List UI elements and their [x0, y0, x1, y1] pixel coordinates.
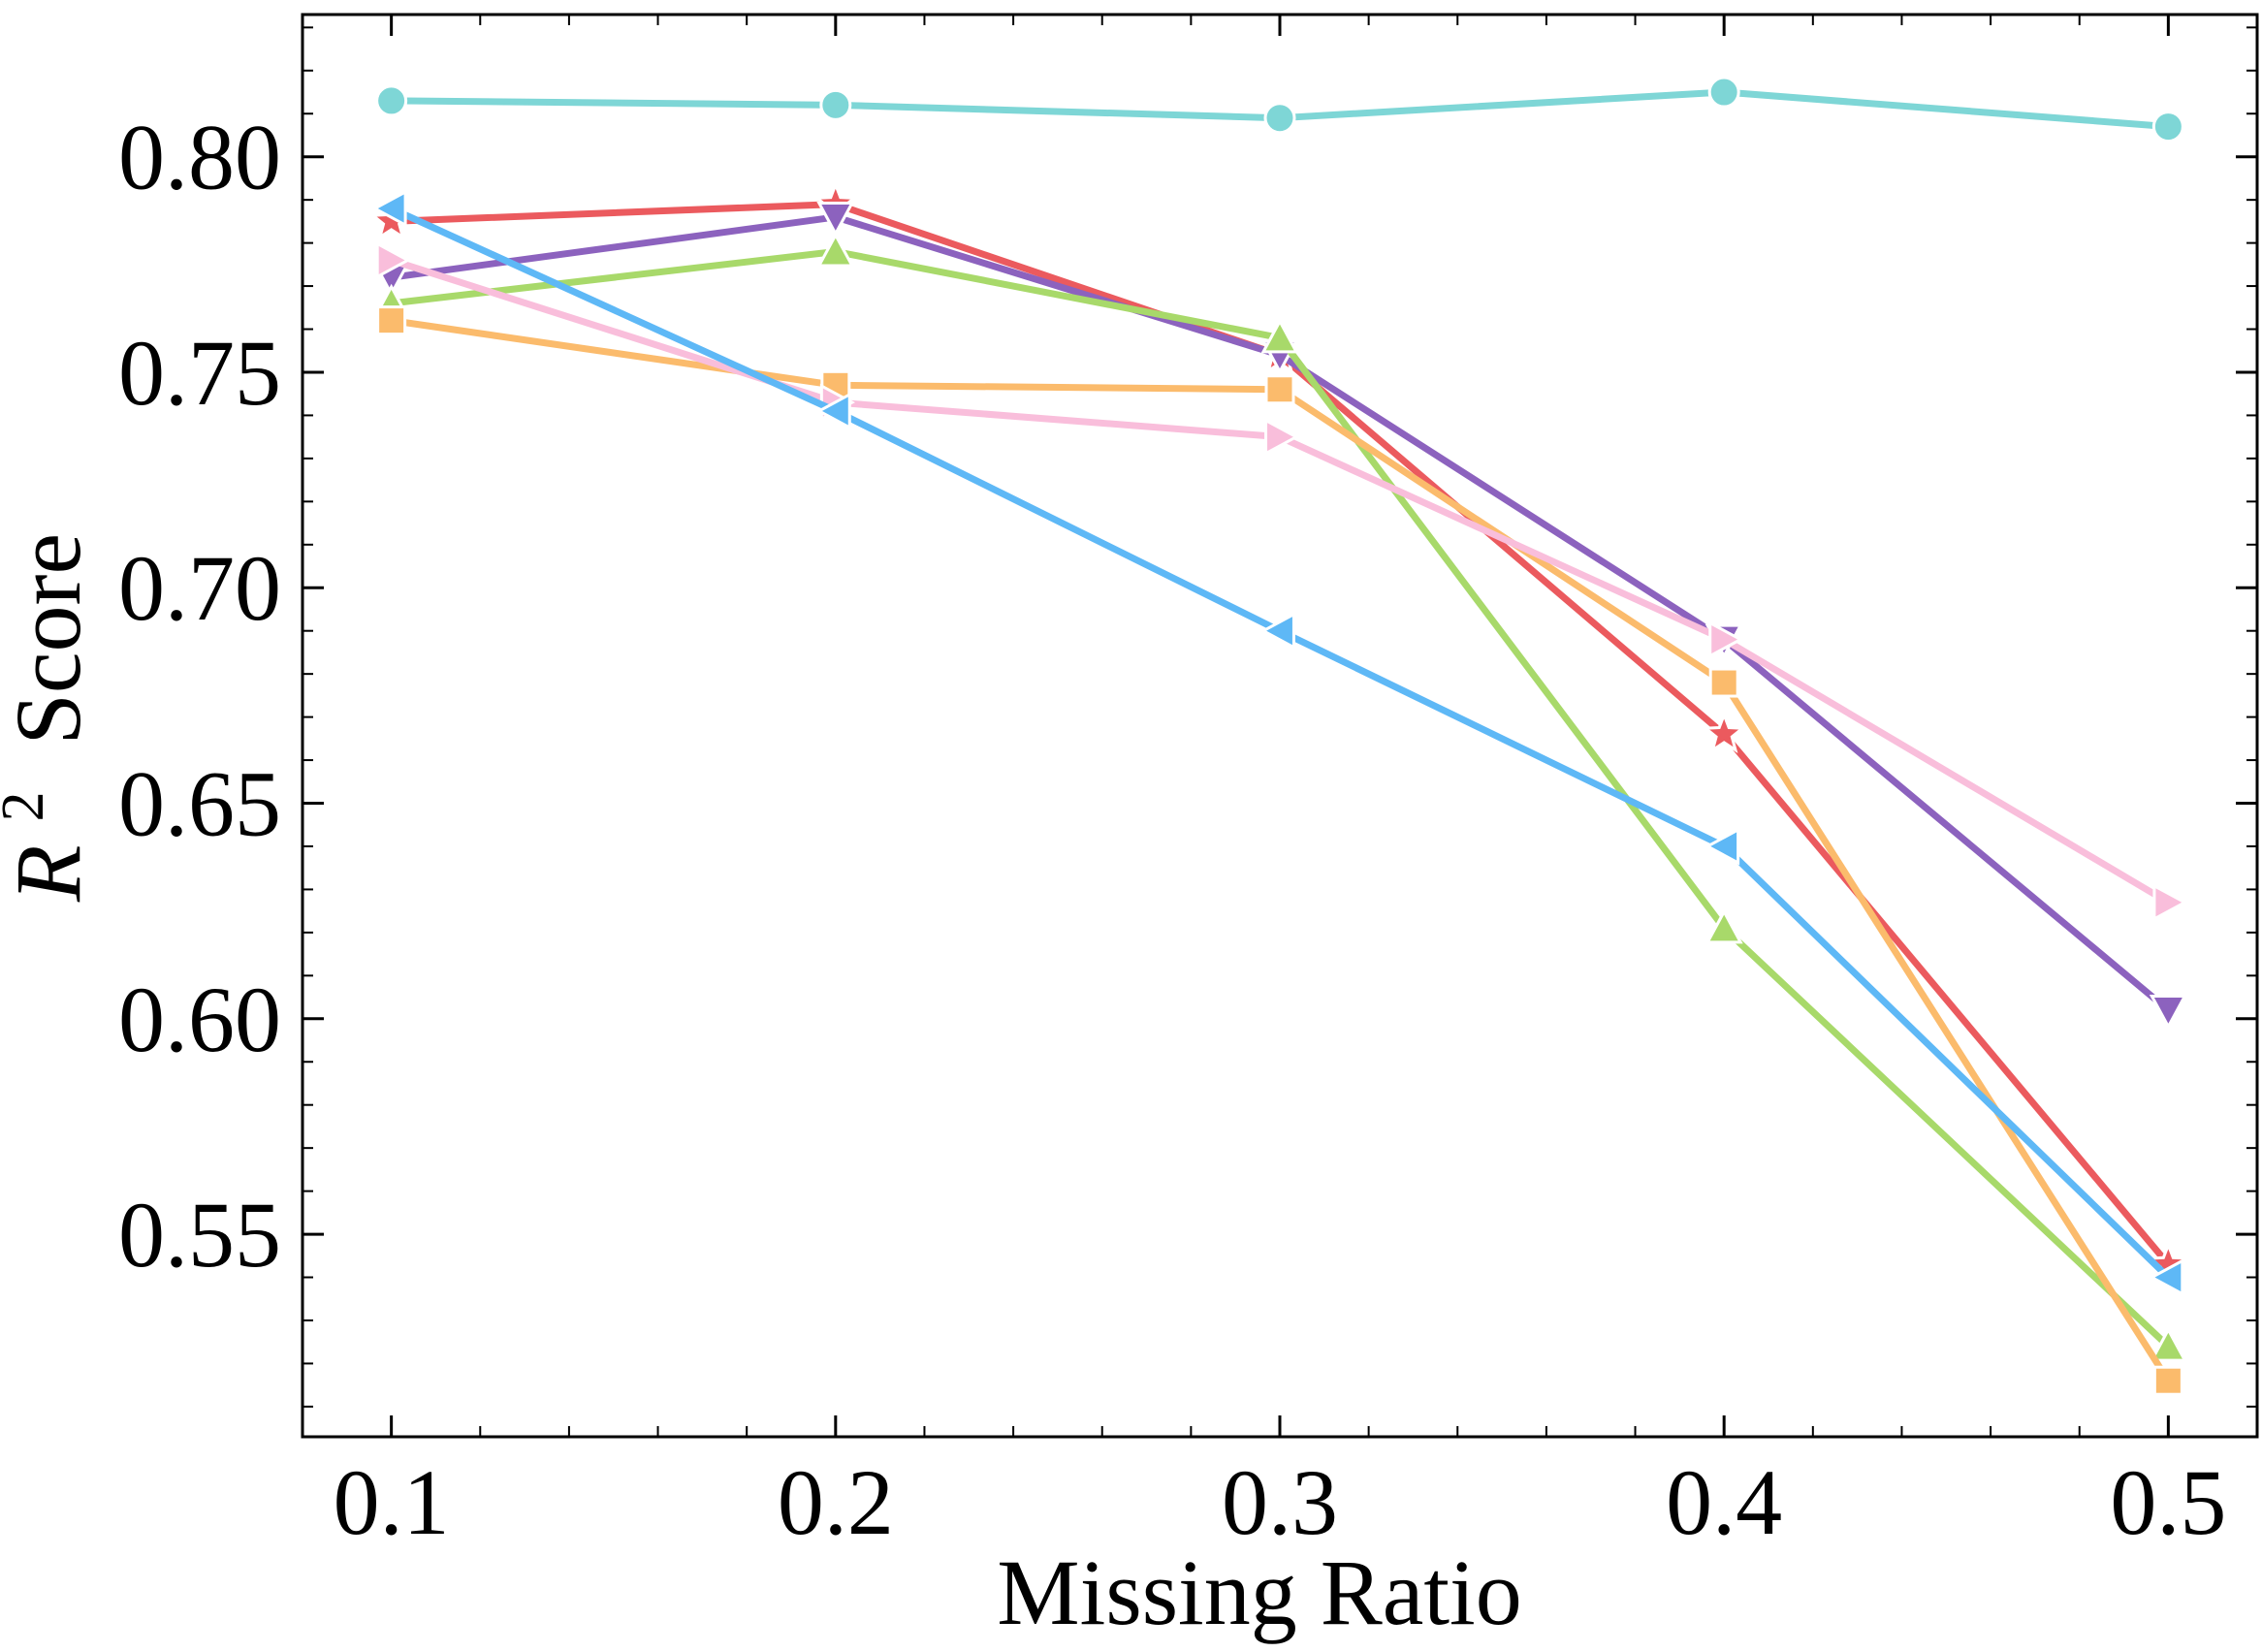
series-line — [388, 248, 2172, 1350]
data-point — [1708, 667, 1739, 698]
y-tick-label: 0.70 — [118, 536, 281, 640]
x-tick-label: 0.5 — [2110, 1450, 2226, 1554]
data-point — [2152, 883, 2188, 922]
data-point — [1263, 102, 1296, 135]
series — [371, 189, 2184, 1297]
x-tick-label: 0.2 — [778, 1450, 894, 1554]
data-point — [371, 189, 407, 228]
plot-frame — [301, 13, 2259, 1439]
y-tick-label: 0.55 — [118, 1183, 281, 1287]
data-point — [376, 305, 407, 336]
data-point — [1702, 711, 1747, 753]
data-point — [2149, 1258, 2184, 1297]
svg-text:R 2 Score: R 2 Score — [0, 533, 100, 903]
y-axis-title-rest: Score — [0, 533, 100, 746]
data-point — [2151, 111, 2184, 143]
data-point — [375, 84, 408, 117]
y-axis-title-symbol: R — [0, 844, 100, 903]
data-point — [816, 232, 855, 268]
x-tick-label: 0.3 — [1222, 1450, 1338, 1554]
data-point — [1704, 908, 1743, 944]
y-tick-label: 0.65 — [118, 752, 281, 856]
data-point — [2149, 1326, 2187, 1362]
x-tick-label: 0.4 — [1666, 1450, 1782, 1554]
plot-area — [368, 76, 2191, 1396]
series — [376, 305, 2183, 1396]
y-tick-label: 0.80 — [118, 106, 281, 209]
y-axis-title: R 2 Score — [0, 533, 100, 903]
data-point — [1707, 76, 1740, 109]
y-tick-label: 0.60 — [118, 968, 281, 1071]
data-point — [2149, 994, 2187, 1031]
data-point — [1259, 612, 1295, 651]
x-tick-label: 0.1 — [334, 1450, 450, 1554]
y-tick-label: 0.75 — [118, 321, 281, 425]
axis-ticks — [302, 15, 2258, 1437]
data-point — [375, 240, 411, 279]
data-point — [1708, 620, 1744, 659]
data-point — [1264, 374, 1295, 405]
tick-labels: 0.1 0.2 0.3 0.4 0.5 0.55 0.60 0.65 0.70 0.75 0.80 — [118, 106, 2226, 1554]
data-point — [815, 392, 851, 430]
series — [375, 76, 2184, 143]
data-point — [819, 88, 852, 121]
series-line — [388, 317, 2172, 1384]
data-point — [816, 201, 855, 238]
data-point — [2152, 1365, 2183, 1396]
data-point — [1260, 318, 1299, 354]
y-axis-title-superscript: 2 — [0, 791, 56, 821]
data-point — [1704, 827, 1740, 866]
series — [372, 232, 2187, 1362]
data-point — [1264, 418, 1300, 457]
x-axis-title: Missing Ratio — [997, 1541, 1521, 1644]
